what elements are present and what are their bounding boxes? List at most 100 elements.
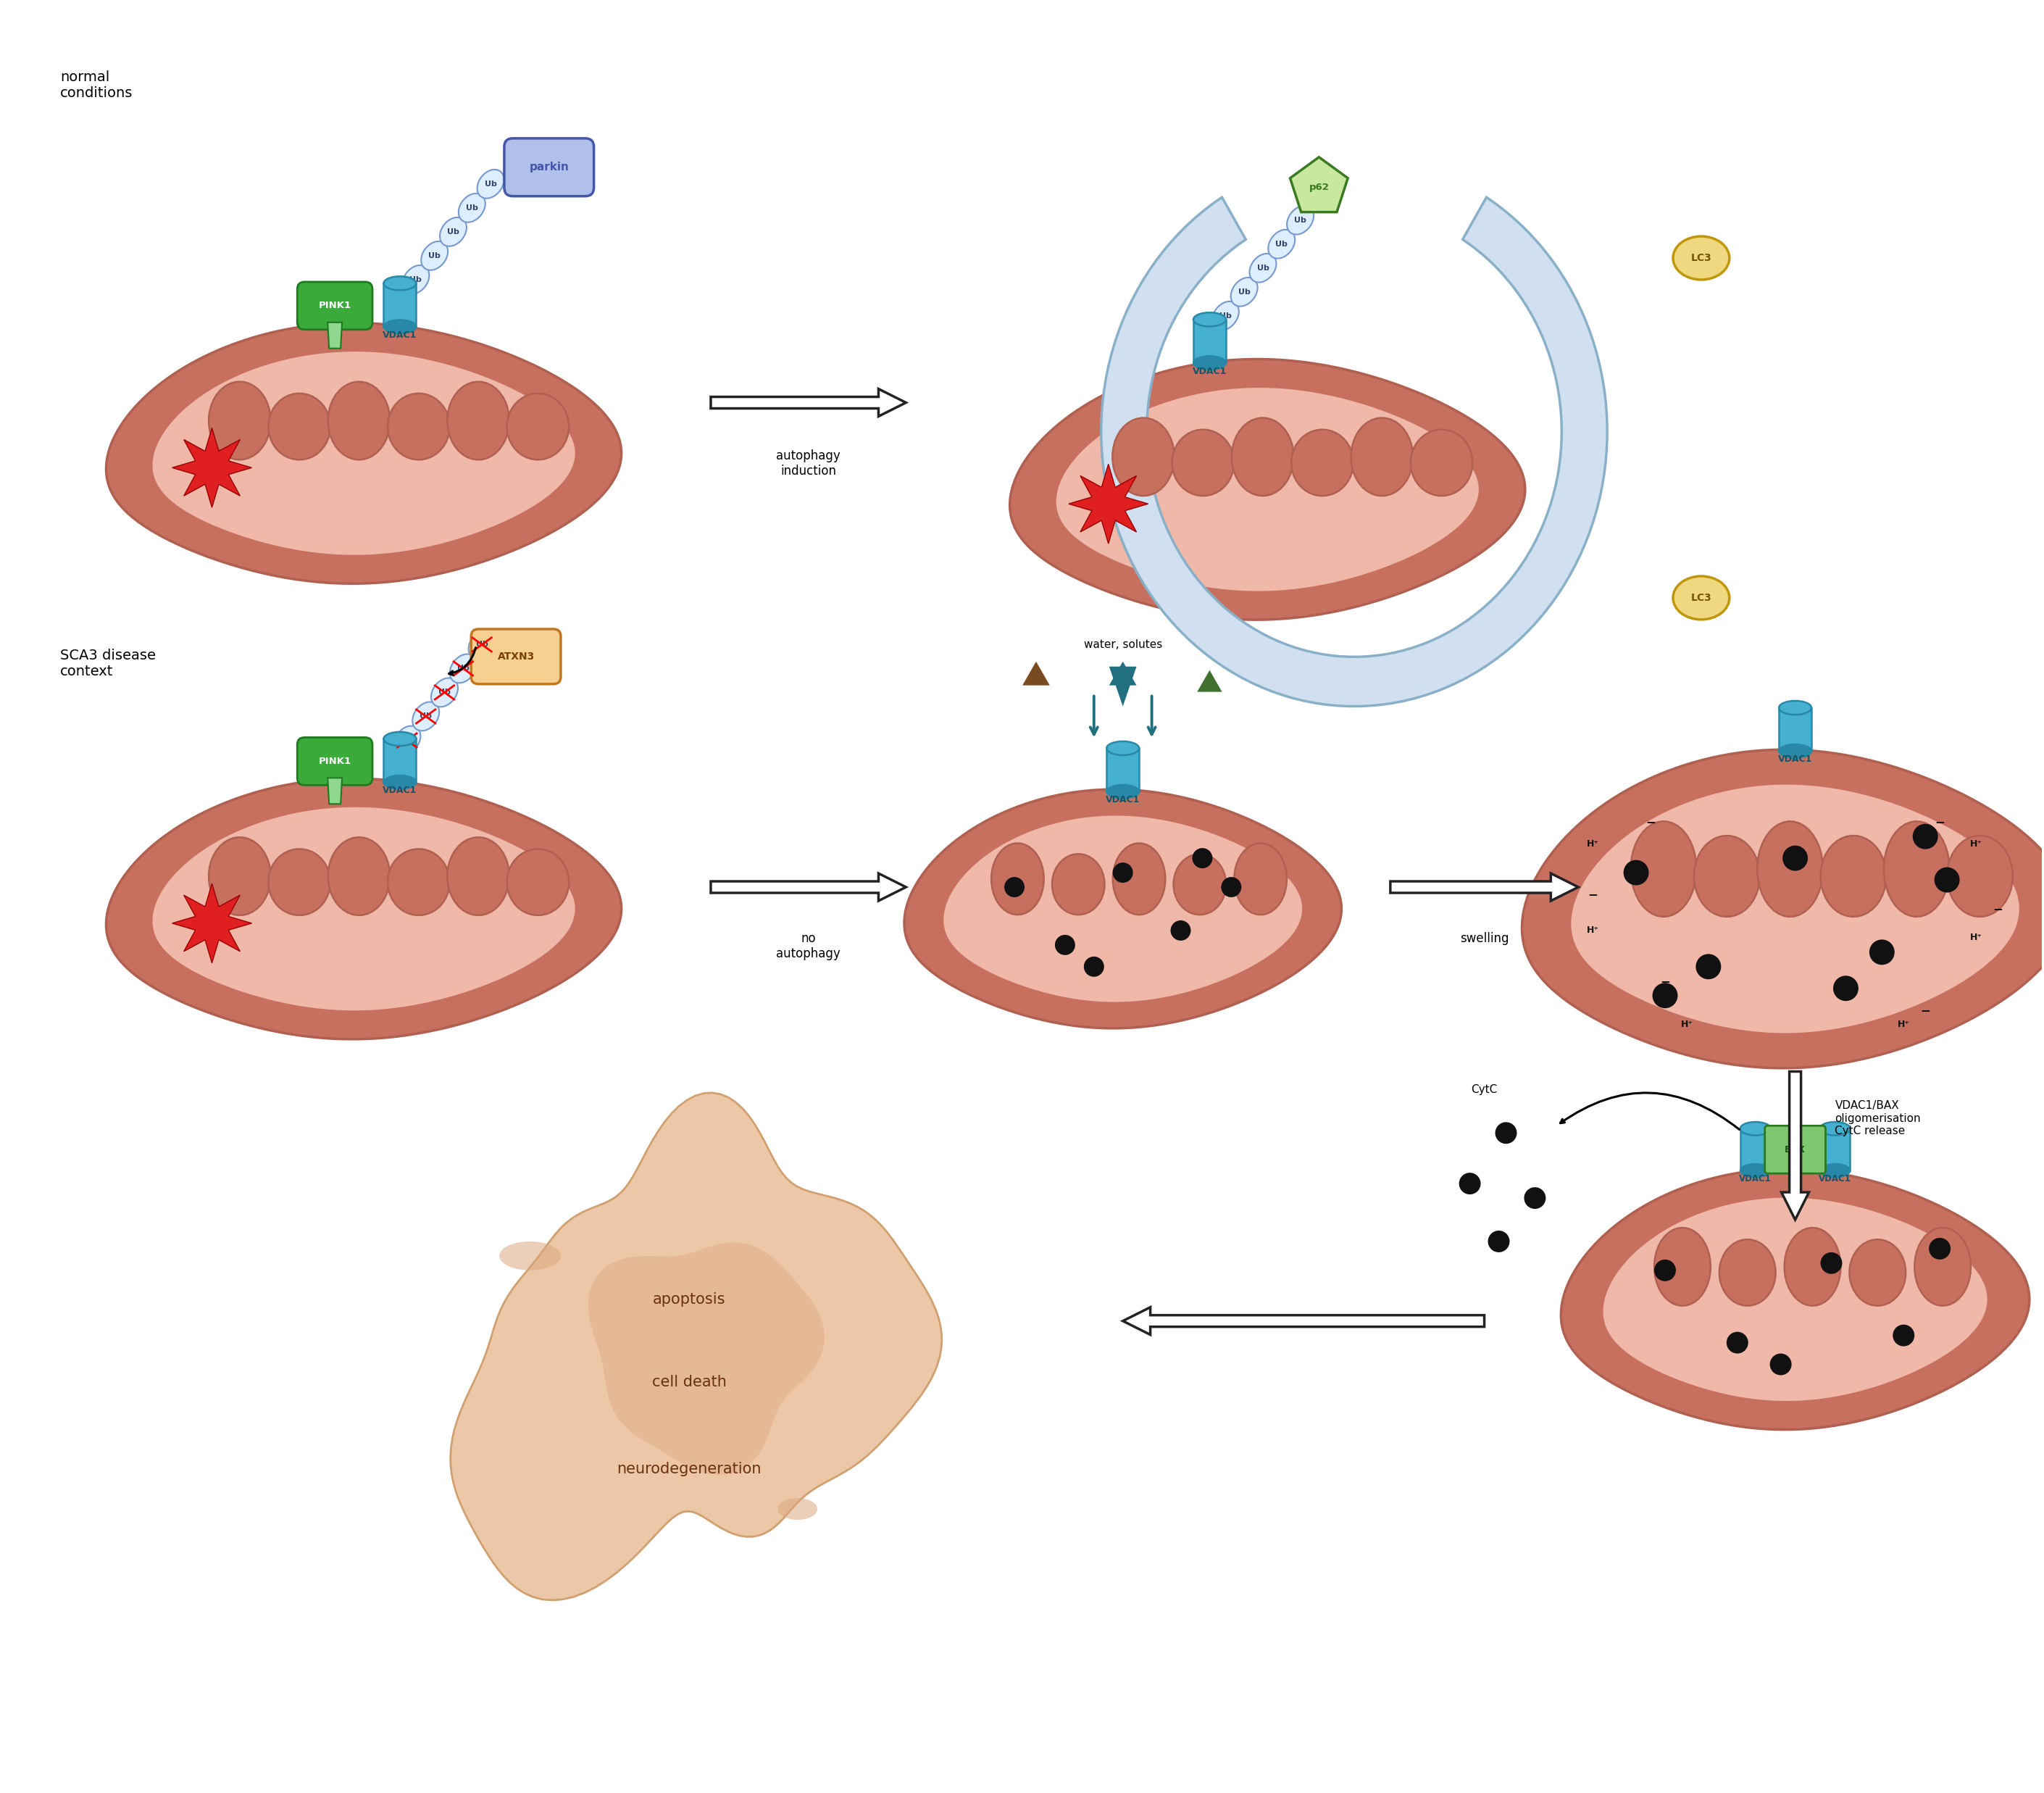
Circle shape xyxy=(1893,1325,1915,1347)
Text: H⁺: H⁺ xyxy=(1970,839,1983,848)
Text: cell death: cell death xyxy=(652,1375,726,1390)
Circle shape xyxy=(1083,956,1104,977)
Ellipse shape xyxy=(431,678,458,706)
Text: −: − xyxy=(1936,816,1944,828)
Polygon shape xyxy=(384,283,417,326)
Polygon shape xyxy=(384,739,417,782)
Polygon shape xyxy=(1739,1128,1770,1171)
Polygon shape xyxy=(1106,748,1139,793)
Circle shape xyxy=(1171,920,1192,941)
Circle shape xyxy=(1192,848,1212,868)
Ellipse shape xyxy=(1249,253,1275,282)
Text: VDAC1: VDAC1 xyxy=(382,330,417,339)
Circle shape xyxy=(1870,940,1895,965)
Ellipse shape xyxy=(468,629,495,660)
FancyArrow shape xyxy=(1390,873,1578,900)
Polygon shape xyxy=(991,843,1044,914)
Polygon shape xyxy=(1821,836,1887,916)
Polygon shape xyxy=(1562,1169,2030,1429)
Ellipse shape xyxy=(1267,230,1296,258)
Polygon shape xyxy=(1631,821,1697,916)
Polygon shape xyxy=(1292,430,1353,497)
Text: SCA3 disease
context: SCA3 disease context xyxy=(59,649,155,678)
Polygon shape xyxy=(329,382,390,459)
Polygon shape xyxy=(1233,418,1294,497)
Text: −: − xyxy=(1993,902,2003,914)
Polygon shape xyxy=(448,837,509,914)
Polygon shape xyxy=(329,837,390,914)
FancyArrow shape xyxy=(711,389,905,416)
Ellipse shape xyxy=(439,217,466,246)
Ellipse shape xyxy=(1778,744,1811,758)
Polygon shape xyxy=(1915,1228,1970,1305)
Circle shape xyxy=(1913,823,1938,850)
Text: VDAC1/BAX
oligomerisation
CytC release: VDAC1/BAX oligomerisation CytC release xyxy=(1836,1101,1921,1137)
Polygon shape xyxy=(944,816,1302,1002)
Circle shape xyxy=(1934,868,1960,893)
Polygon shape xyxy=(106,323,621,583)
Text: Ub: Ub xyxy=(429,253,442,260)
Circle shape xyxy=(1112,862,1132,882)
Polygon shape xyxy=(1719,1239,1776,1305)
Ellipse shape xyxy=(1212,301,1239,330)
FancyArrow shape xyxy=(1122,1307,1484,1334)
Circle shape xyxy=(1833,975,1858,1000)
Polygon shape xyxy=(448,382,509,459)
FancyArrow shape xyxy=(711,873,905,900)
Polygon shape xyxy=(268,848,331,914)
Text: Ub: Ub xyxy=(1294,217,1306,224)
Circle shape xyxy=(1525,1187,1545,1208)
Circle shape xyxy=(1055,934,1075,956)
FancyArrow shape xyxy=(1782,1072,1809,1219)
Polygon shape xyxy=(327,323,341,348)
Polygon shape xyxy=(1198,671,1222,692)
Polygon shape xyxy=(1022,662,1051,685)
Text: water, solutes: water, solutes xyxy=(1083,640,1163,651)
Text: normal
conditions: normal conditions xyxy=(59,70,133,100)
Circle shape xyxy=(1220,877,1241,896)
Text: −: − xyxy=(1645,816,1656,828)
Text: H⁺: H⁺ xyxy=(1970,932,1983,943)
Text: PINK1: PINK1 xyxy=(319,301,352,310)
Ellipse shape xyxy=(1778,701,1811,715)
Circle shape xyxy=(1727,1332,1748,1354)
Circle shape xyxy=(1697,954,1721,979)
Circle shape xyxy=(1782,846,1807,871)
Text: autophagy
induction: autophagy induction xyxy=(777,450,840,477)
Circle shape xyxy=(1459,1173,1480,1194)
Ellipse shape xyxy=(450,654,476,683)
Circle shape xyxy=(1821,1252,1842,1275)
Ellipse shape xyxy=(1672,576,1729,620)
Text: −: − xyxy=(1588,888,1598,900)
Text: VDAC1: VDAC1 xyxy=(382,785,417,796)
Text: −: − xyxy=(1919,1004,1930,1017)
Text: H⁺: H⁺ xyxy=(1897,1020,1909,1029)
Circle shape xyxy=(1770,1354,1793,1375)
Ellipse shape xyxy=(1194,355,1226,369)
Text: swelling: swelling xyxy=(1459,932,1508,945)
Polygon shape xyxy=(106,778,621,1040)
Polygon shape xyxy=(1778,708,1811,751)
Polygon shape xyxy=(208,837,270,914)
Polygon shape xyxy=(172,884,251,963)
Circle shape xyxy=(1623,861,1650,886)
Text: Ub: Ub xyxy=(1239,289,1251,296)
Polygon shape xyxy=(1290,158,1347,212)
Text: VDAC1: VDAC1 xyxy=(1778,755,1813,764)
Ellipse shape xyxy=(394,726,421,755)
Polygon shape xyxy=(1110,662,1136,685)
Polygon shape xyxy=(208,382,270,459)
Text: VDAC1: VDAC1 xyxy=(1106,796,1141,805)
Polygon shape xyxy=(1057,387,1478,592)
Text: H⁺: H⁺ xyxy=(1586,925,1598,936)
Ellipse shape xyxy=(403,265,429,294)
Text: CytC: CytC xyxy=(1472,1085,1498,1096)
Polygon shape xyxy=(1112,418,1175,497)
Polygon shape xyxy=(1948,836,2013,916)
Text: VDAC1: VDAC1 xyxy=(1192,366,1226,377)
Text: neurodegeneration: neurodegeneration xyxy=(617,1461,760,1476)
Ellipse shape xyxy=(777,1499,818,1520)
Text: Ub: Ub xyxy=(401,737,413,744)
Ellipse shape xyxy=(384,319,417,333)
Text: H⁺: H⁺ xyxy=(1680,1020,1692,1029)
